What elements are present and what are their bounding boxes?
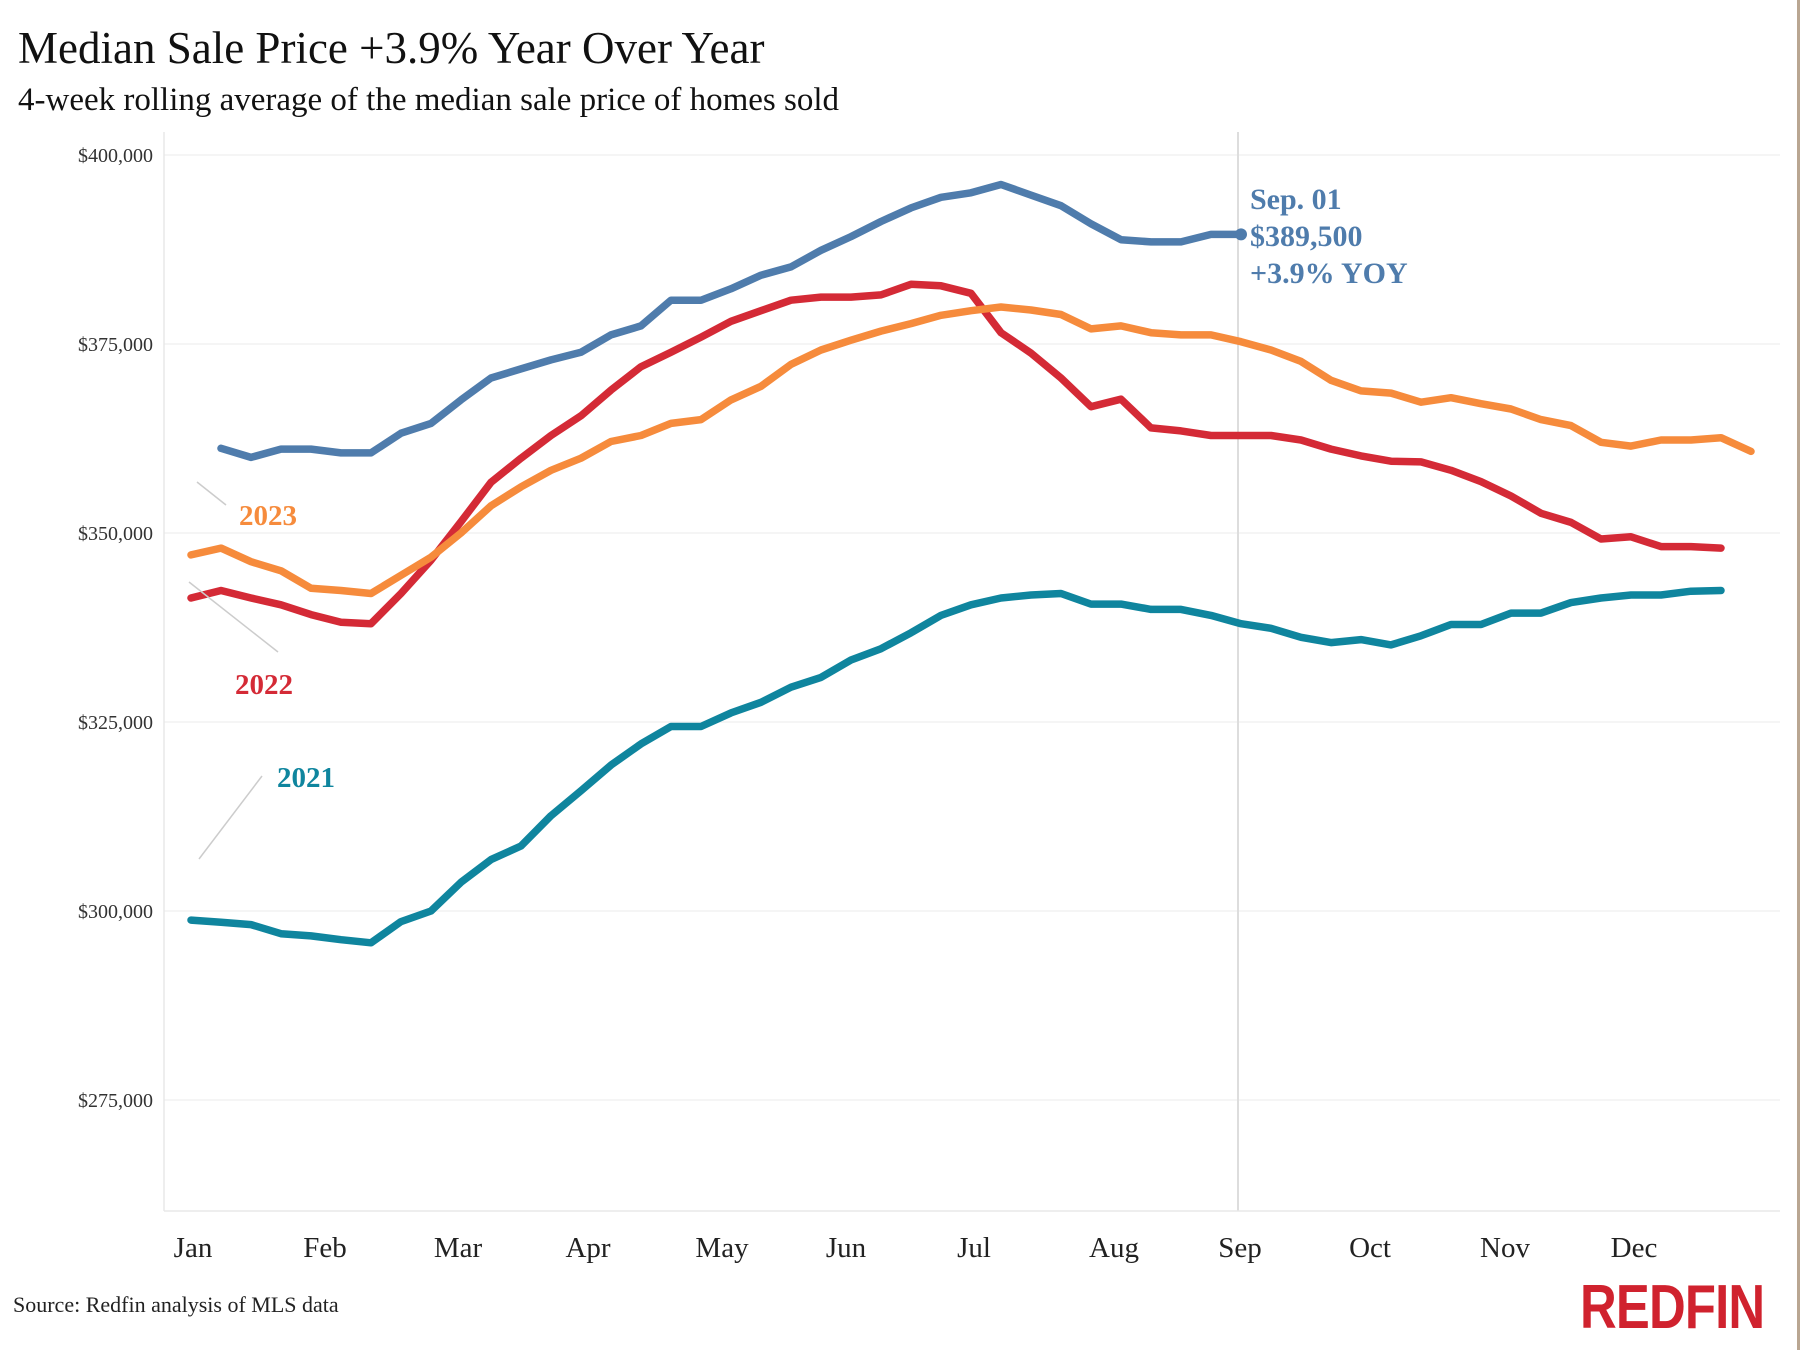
label-2021: 2021 [277, 762, 335, 794]
leader-2023 [196, 481, 227, 506]
x-tick-label: Feb [303, 1232, 347, 1264]
x-tick-label: Jan [174, 1232, 213, 1264]
series-line-current [217, 180, 1245, 462]
right-edge-strip [1797, 0, 1800, 1350]
x-tick-label: Jul [957, 1232, 991, 1264]
x-tick-label: Aug [1089, 1232, 1139, 1264]
leader-2022 [188, 581, 279, 653]
label-2023: 2023 [239, 500, 297, 532]
latest-change-label: +3.9% YOY [1250, 257, 1408, 290]
x-tick-label: Sep [1218, 1232, 1262, 1264]
x-tick-label: Dec [1611, 1232, 1658, 1264]
x-tick-label: Jun [826, 1232, 867, 1264]
leader-2021 [198, 775, 263, 860]
chart-subtitle: 4-week rolling average of the median sal… [18, 82, 840, 118]
y-tick-label: $300,000 [78, 901, 153, 923]
x-tick-label: May [695, 1232, 749, 1264]
x-tick-label: Nov [1480, 1232, 1530, 1264]
chart-title: Median Sale Price +3.9% Year Over Year [18, 23, 765, 73]
latest-date-label: Sep. 01 [1250, 183, 1342, 216]
x-tick-label: Apr [565, 1232, 610, 1264]
latest-value-label: $389,500 [1250, 220, 1363, 253]
series-line-2021 [187, 586, 1725, 947]
y-tick-label: $400,000 [78, 145, 153, 167]
y-tick-label: $350,000 [78, 523, 153, 545]
y-tick-label: $375,000 [78, 334, 153, 356]
source-note: Source: Redfin analysis of MLS data [13, 1292, 339, 1317]
latest-point [1235, 228, 1247, 241]
redfin-logo: REDFIN [1580, 1273, 1765, 1342]
y-tick-label: $325,000 [78, 712, 153, 734]
series-line-2022 [187, 280, 1725, 628]
label-2022: 2022 [235, 669, 293, 701]
x-tick-label: Mar [434, 1232, 483, 1264]
y-tick-label: $275,000 [78, 1090, 153, 1112]
series-line-2023 [187, 303, 1755, 598]
x-tick-label: Oct [1349, 1232, 1391, 1264]
